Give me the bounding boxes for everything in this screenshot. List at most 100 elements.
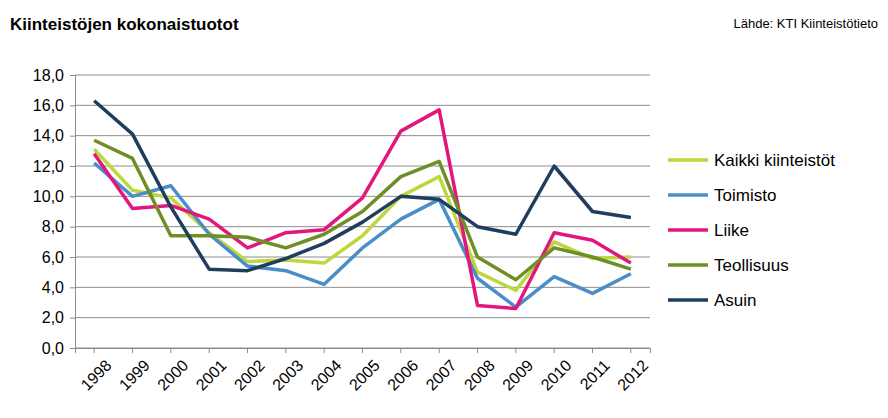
y-tick-mark [70, 318, 75, 319]
grid-line [75, 105, 650, 106]
x-tick-mark [362, 348, 363, 353]
x-tick-label: 1999 [116, 356, 153, 393]
legend-swatch [668, 158, 708, 162]
y-tick: 6,0 [42, 249, 75, 266]
source: Lähde: KTI Kiinteistötieto [733, 16, 878, 31]
y-tick-mark [70, 348, 75, 349]
x-tick: 1998 [77, 348, 114, 394]
y-tick-mark [70, 196, 75, 197]
y-tick-mark [70, 105, 75, 106]
y-tick: 0,0 [42, 340, 75, 357]
x-tick-label: 2012 [614, 356, 651, 393]
legend-label: Asuin [714, 291, 757, 310]
y-tick-mark [70, 75, 75, 76]
x-tick-mark [630, 348, 631, 353]
y-tick-mark [70, 257, 75, 258]
x-tick: 2004 [307, 348, 344, 394]
grid-line [75, 226, 650, 227]
x-tick: 2005 [346, 348, 383, 394]
y-tick-label: 12,0 [33, 158, 64, 175]
legend-swatch [668, 193, 708, 197]
y-tick-mark [70, 166, 75, 167]
y-tick: 16,0 [33, 97, 75, 114]
x-tick-mark [285, 348, 286, 353]
x-tick: 2009 [499, 348, 536, 394]
y-tick-mark [70, 227, 75, 228]
legend-label: Liike [714, 221, 749, 240]
x-tick-label: 2003 [269, 356, 306, 393]
x-tick-label: 2005 [346, 356, 383, 393]
x-axis-line [76, 349, 651, 354]
x-tick-mark [477, 348, 478, 353]
y-axis-line [70, 76, 76, 349]
y-tick-label: 18,0 [33, 67, 64, 84]
legend-label: Kaikki kiinteistöt [714, 151, 835, 170]
x-tick-mark [209, 348, 210, 353]
lines [94, 101, 631, 309]
grid-line [75, 317, 650, 318]
legend-label: Toimisto [714, 186, 776, 205]
plot: 0,0 2,0 4,0 6,0 8,0 10,0 12,0 14,0 16,0 18,0 19981… [33, 67, 652, 394]
x-tick: 1999 [116, 348, 153, 394]
x-tick: 2001 [192, 348, 229, 394]
legend-swatch [668, 298, 708, 302]
y-tick: 14,0 [33, 127, 75, 144]
y-tick: 4,0 [42, 279, 75, 296]
legend-label: Teollisuus [714, 256, 789, 275]
legend-item: Liike [668, 221, 749, 240]
grid [75, 75, 650, 348]
y-tick-mark [70, 287, 75, 288]
x-tick-label: 2008 [461, 356, 498, 393]
x-tick: 2008 [461, 348, 498, 394]
y-tick-label: 8,0 [42, 218, 64, 235]
x-tick-label: 2004 [307, 356, 344, 393]
y-axis: 0,0 2,0 4,0 6,0 8,0 10,0 12,0 14,0 16,0 18,0 [33, 67, 76, 357]
y-tick: 12,0 [33, 158, 75, 175]
x-tick-mark [400, 348, 401, 353]
x-tick-label: 1998 [77, 356, 114, 393]
x-tick: 2012 [614, 348, 651, 394]
x-tick: 2010 [537, 348, 574, 394]
x-tick-mark [515, 348, 516, 353]
x-tick-mark [247, 348, 248, 353]
x-tick-label: 2001 [192, 356, 229, 393]
y-tick-label: 10,0 [33, 188, 64, 205]
x-tick: 2003 [269, 348, 306, 394]
x-tick-label: 2000 [154, 356, 191, 393]
chart: Kiinteistöjen kokonaistuotot Lähde: KTI K… [0, 0, 888, 418]
legend-item: Kaikki kiinteistöt [668, 151, 835, 170]
x-tick: 2006 [384, 348, 421, 394]
y-tick: 2,0 [42, 309, 75, 326]
x-tick-label: 2002 [231, 356, 268, 393]
x-tick: 2011 [577, 348, 613, 393]
y-tick: 8,0 [42, 218, 75, 235]
x-tick-mark [132, 348, 133, 353]
series-line [94, 110, 631, 309]
title: Kiinteistöjen kokonaistuotot [10, 15, 239, 34]
x-tick-label: 2007 [422, 356, 459, 393]
y-tick-label: 2,0 [42, 309, 64, 326]
x-axis: 1998199920002001200220032004200520062007… [76, 348, 652, 394]
legend: Kaikki kiinteistöt Toimisto Liike Teollisuu… [668, 151, 835, 310]
x-tick-label: 2006 [384, 356, 421, 393]
series-line [94, 101, 631, 271]
x-tick: 2007 [422, 348, 459, 394]
grid-line [75, 135, 650, 136]
grid-line [75, 257, 650, 258]
x-tick-mark [439, 348, 440, 353]
x-tick-mark [324, 348, 325, 353]
legend-item: Asuin [668, 291, 757, 310]
grid-line [75, 287, 650, 288]
x-tick-label: 2011 [577, 356, 613, 392]
x-tick-mark [554, 348, 555, 353]
x-tick: 2000 [154, 348, 191, 394]
x-tick-mark [592, 348, 593, 353]
legend-swatch [668, 263, 708, 267]
x-tick-label: 2009 [499, 356, 536, 393]
x-tick-mark [94, 348, 95, 353]
grid-line [75, 166, 650, 167]
legend-item: Toimisto [668, 186, 776, 205]
y-tick-label: 4,0 [42, 279, 64, 296]
y-tick-label: 6,0 [42, 249, 64, 266]
y-tick-label: 14,0 [33, 127, 64, 144]
